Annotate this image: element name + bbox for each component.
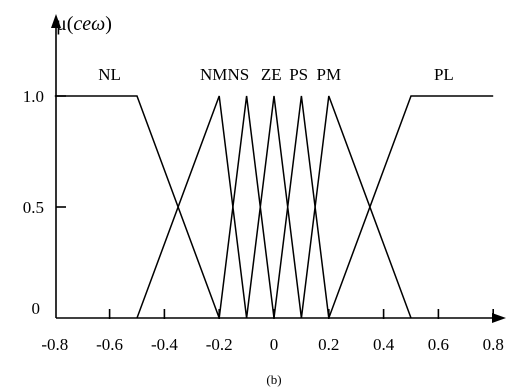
set-label-nl: NL xyxy=(98,65,121,84)
y-tick-label: 1.0 xyxy=(23,87,44,106)
axes: -0.8 -0.6 -0.4 -0.2 0 0.2 0.4 0.6 0.8 0 0.5 1.0 xyxy=(23,14,506,354)
x-tick-label: -0.2 xyxy=(206,335,233,354)
y-tick-label: 0.5 xyxy=(23,198,44,217)
x-tick-label: -0.8 xyxy=(41,335,68,354)
set-label-nm: NM xyxy=(200,65,227,84)
membership-ps xyxy=(273,95,330,319)
chart-caption: (b) xyxy=(266,372,281,387)
set-label-ze: ZE xyxy=(261,65,282,84)
x-tick-label: -0.4 xyxy=(151,335,178,354)
y-axis-arrow xyxy=(51,14,61,28)
membership-nm xyxy=(136,95,248,319)
x-tick-label: 0.8 xyxy=(483,335,504,354)
y-axis-label-suffix: ) xyxy=(105,13,112,35)
series-group xyxy=(54,95,494,319)
set-label-ns: NS xyxy=(228,65,250,84)
x-tick-label: -0.6 xyxy=(96,335,123,354)
membership-pm xyxy=(300,95,412,319)
y-axis-label: μ(ceω) xyxy=(56,13,112,35)
membership-nl xyxy=(54,95,220,319)
x-tick-label: 0 xyxy=(270,335,279,354)
set-label-pl: PL xyxy=(434,65,454,84)
membership-pl xyxy=(328,95,494,319)
y-axis-label-prefix: μ( xyxy=(56,13,74,35)
x-tick-label: 0.2 xyxy=(318,335,339,354)
x-axis-arrow xyxy=(492,313,506,323)
set-label-pm: PM xyxy=(317,65,342,84)
y-axis-label-italic: ceω xyxy=(73,13,105,35)
labels-group: NL NM NS ZE PS PM PL xyxy=(98,65,454,84)
set-label-ps: PS xyxy=(289,65,308,84)
x-tick-label: 0.4 xyxy=(373,335,395,354)
x-tick-label: 0.6 xyxy=(428,335,449,354)
membership-ns xyxy=(218,95,275,319)
membership-ze xyxy=(245,95,303,319)
y-tick-label: 0 xyxy=(32,299,41,318)
